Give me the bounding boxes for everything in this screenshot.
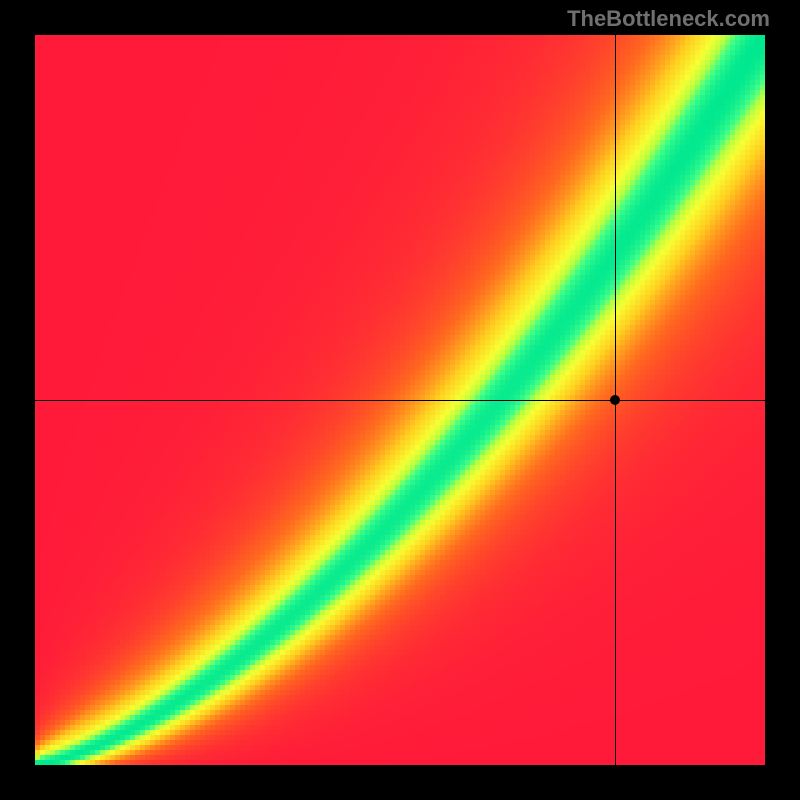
crosshair-horizontal [35,400,765,401]
chart-container: TheBottleneck.com [0,0,800,800]
watermark-text: TheBottleneck.com [567,6,770,32]
